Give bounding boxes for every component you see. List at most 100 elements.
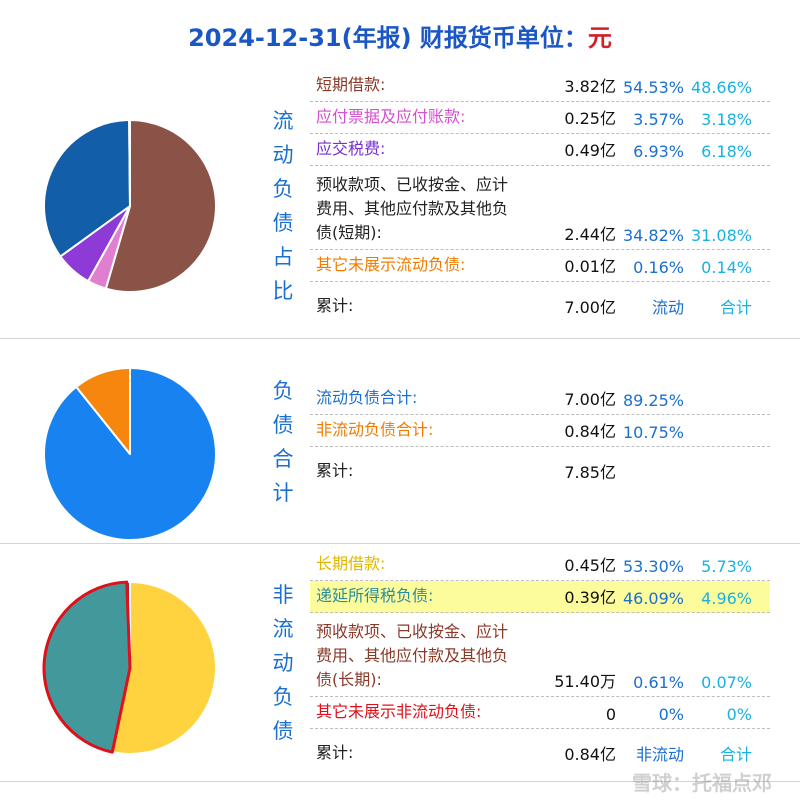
vertical-label-char: 比 [272,279,294,303]
vertical-label-char: 债 [272,719,294,743]
total-label: 累计: [316,461,354,480]
row-value: 51.40万 [554,672,616,691]
current-liabilities-table: 短期借款: 3.82亿 54.53% 48.66% 应付票据及应付账款: 0.2… [310,70,770,330]
vertical-label-char: 负 [272,177,294,201]
row-value: 0.45亿 [564,556,616,575]
row-label: 预收款项、已收按金、应计费用、其他应付款及其他负债(长期): [316,622,509,689]
row-label: 长期借款: [316,554,386,573]
row-value: 0.49亿 [564,141,616,160]
section-divider [0,781,800,782]
total-liabilities-pie [43,367,217,541]
row-value: 3.82亿 [564,77,616,96]
row-label: 应交税费: [316,139,386,158]
row-pct-current: 3.57% [633,110,684,129]
row-pct-total: 6.18% [701,142,752,161]
title-text: 2024-12-31(年报) 财报货币单位： [188,24,588,52]
row-label: 其它未展示流动负债: [316,255,466,274]
total-value: 7.85亿 [564,463,616,482]
pie-slice [128,118,131,207]
total-col-total: 合计 [719,745,752,764]
row-pct-noncurrent: 0.61% [633,673,684,692]
pie-slice [104,119,217,293]
row-pct-total: 3.18% [701,110,752,129]
row-pct-total: 31.08% [690,226,752,245]
row-label: 短期借款: [316,75,386,94]
vertical-label-char: 动 [272,651,294,675]
table-row: 长期借款: 0.45亿 53.30% 5.73% [310,549,770,581]
row-pct-total: 0% [726,705,752,724]
row-pct-noncurrent: 46.09% [622,589,684,608]
row-label: 非流动负债合计: [316,420,434,439]
vertical-label-char: 流 [272,617,294,641]
pie-slice [111,581,217,755]
current-liabilities-vertical-label: 流动负债占比 [268,104,298,308]
row-pct-current: 34.82% [622,226,684,245]
vertical-label-char: 合 [272,447,294,471]
row-value: 0 [605,705,616,724]
row-pct-noncurrent: 0% [658,705,684,724]
total-row: 累计: 0.84亿 非流动 合计 [310,729,770,769]
row-pct-current: 0.16% [633,258,684,277]
section-divider [0,543,800,544]
row-label: 应付票据及应付账款: [316,107,466,126]
total-value: 0.84亿 [564,745,616,764]
noncurrent-liabilities-vertical-label: 非流动负债 [268,578,298,748]
row-pct: 10.75% [622,423,684,442]
row-pct-total: 0.07% [701,673,752,692]
vertical-label-char: 负 [272,685,294,709]
total-liabilities-table: 流动负债合计: 7.00亿 89.25% 非流动负债合计: 0.84亿 10.7… [310,383,770,493]
currency-unit: 元 [587,24,612,52]
total-label: 累计: [316,743,354,762]
table-row: 应交税费: 0.49亿 6.93% 6.18% [310,134,770,166]
table-row: 应付票据及应付账款: 0.25亿 3.57% 3.18% [310,102,770,134]
current-liabilities-pie [43,118,217,293]
row-value: 2.44亿 [564,225,616,244]
row-label: 其它未展示非流动负债: [316,702,482,721]
row-pct-total: 4.96% [701,589,752,608]
table-row: 预收款项、已收按金、应计费用、其他应付款及其他负债(长期): 51.40万 0.… [310,613,770,697]
vertical-label-char: 流 [272,109,294,133]
row-label: 预收款项、已收按金、应计费用、其他应付款及其他负债(短期): [316,175,509,242]
noncurrent-liabilities-table: 长期借款: 0.45亿 53.30% 5.73% 递延所得税负债: 0.39亿 … [310,549,770,779]
row-pct-total: 5.73% [701,557,752,576]
noncurrent-liabilities-pie [42,580,217,755]
row-value: 0.39亿 [564,588,616,607]
row-pct-noncurrent: 53.30% [622,557,684,576]
section-divider [0,338,800,339]
pie-slice [42,580,132,754]
row-value: 0.84亿 [564,422,616,441]
vertical-label-char: 占 [272,245,294,269]
table-row: 其它未展示流动负债: 0.01亿 0.16% 0.14% [310,250,770,282]
table-row: 预收款项、已收按金、应计费用、其他应付款及其他负债(短期): 2.44亿 34.… [310,166,770,250]
total-col-total: 合计 [719,298,752,317]
row-pct-total: 48.66% [690,78,752,97]
total-liabilities-vertical-label: 负债合计 [268,374,298,510]
total-col-current: 流动 [651,298,684,317]
vertical-label-char: 债 [272,413,294,437]
total-value: 7.00亿 [564,298,616,317]
row-pct-current: 6.93% [633,142,684,161]
row-value: 0.25亿 [564,109,616,128]
watermark: 雪球：托福点邓 [632,771,772,795]
vertical-label-char: 负 [272,379,294,403]
total-row: 累计: 7.85亿 [310,447,770,487]
table-row-highlighted: 递延所得税负债: 0.39亿 46.09% 4.96% [310,581,770,613]
row-pct-total: 0.14% [701,258,752,277]
vertical-label-char: 债 [272,211,294,235]
page-title: 2024-12-31(年报) 财报货币单位：元 [0,18,800,53]
total-row: 累计: 7.00亿 流动 合计 [310,282,770,322]
pie-slice [43,119,131,258]
vertical-label-char: 动 [272,143,294,167]
vertical-label-char: 计 [272,481,294,505]
table-row: 短期借款: 3.82亿 54.53% 48.66% [310,70,770,102]
vertical-label-char: 非 [272,583,294,607]
row-label: 递延所得税负债: [316,586,434,605]
row-value: 0.01亿 [564,257,616,276]
row-pct: 89.25% [622,391,684,410]
row-pct-current: 54.53% [622,78,684,97]
row-label: 流动负债合计: [316,388,418,407]
table-row: 流动负债合计: 7.00亿 89.25% [310,383,770,415]
table-row: 其它未展示非流动负债: 0 0% 0% [310,697,770,729]
total-col-noncurrent: 非流动 [635,745,684,764]
row-value: 7.00亿 [564,390,616,409]
